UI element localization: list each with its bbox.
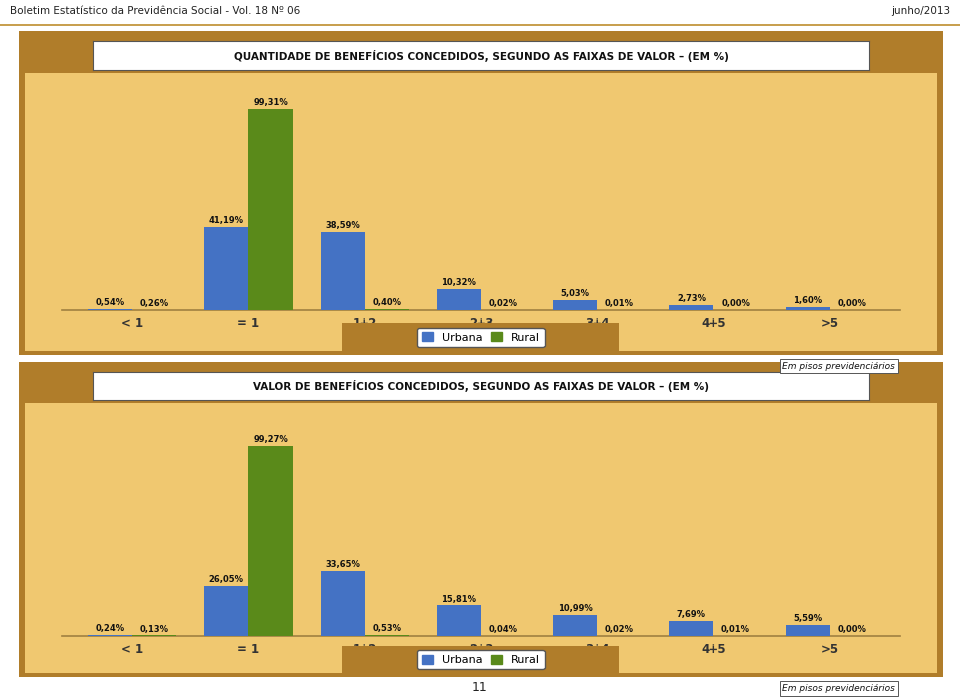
Bar (204, 227, 249, 310)
Text: 41,19%: 41,19% (209, 216, 244, 225)
Bar (365, 309, 409, 310)
Text: 0,02%: 0,02% (605, 625, 634, 634)
Text: Em pisos previdenciários: Em pisos previdenciários (782, 362, 896, 371)
Text: 5,59%: 5,59% (793, 614, 822, 623)
Text: 15,81%: 15,81% (442, 595, 476, 604)
Text: 0,00%: 0,00% (837, 625, 866, 634)
Text: 0,02%: 0,02% (489, 299, 517, 308)
Text: 0,01%: 0,01% (721, 625, 750, 634)
Bar (669, 621, 713, 636)
Text: 11: 11 (472, 680, 488, 694)
Text: 2,73%: 2,73% (677, 293, 706, 302)
Legend: Urbana, Rural: Urbana, Rural (418, 650, 544, 670)
Bar (249, 445, 293, 636)
Text: 99,31%: 99,31% (253, 98, 288, 107)
Bar (669, 305, 713, 310)
Text: 38,59%: 38,59% (325, 221, 360, 230)
Text: 99,27%: 99,27% (253, 435, 288, 444)
Text: 10,32%: 10,32% (442, 278, 476, 287)
Bar (437, 289, 481, 310)
Text: 1,60%: 1,60% (793, 296, 822, 305)
Bar (249, 109, 293, 310)
Bar (785, 625, 829, 636)
Text: 0,01%: 0,01% (605, 299, 634, 308)
Text: QUANTIDADE DE BENEFÍCIOS CONCEDIDOS, SEGUNDO AS FAIXAS DE VALOR – (EM %): QUANTIDADE DE BENEFÍCIOS CONCEDIDOS, SEG… (233, 49, 729, 61)
Text: 0,40%: 0,40% (372, 298, 401, 307)
Text: Boletim Estatístico da Previdência Social - Vol. 18 Nº 06: Boletim Estatístico da Previdência Socia… (10, 6, 300, 15)
Bar (437, 606, 481, 636)
Bar (553, 300, 597, 310)
Bar (321, 572, 365, 636)
Text: 0,04%: 0,04% (489, 625, 517, 634)
Text: junho/2013: junho/2013 (891, 6, 950, 15)
Text: 0,00%: 0,00% (837, 299, 866, 308)
Bar (785, 307, 829, 310)
Bar (553, 615, 597, 636)
Bar (204, 585, 249, 636)
Bar (88, 309, 132, 310)
Text: 0,24%: 0,24% (95, 625, 125, 634)
Text: 0,26%: 0,26% (140, 299, 169, 308)
Text: 10,99%: 10,99% (558, 604, 592, 613)
Text: 7,69%: 7,69% (677, 610, 706, 619)
Text: 33,65%: 33,65% (325, 560, 360, 569)
Text: VALOR DE BENEFÍCIOS CONCEDIDOS, SEGUNDO AS FAIXAS DE VALOR – (EM %): VALOR DE BENEFÍCIOS CONCEDIDOS, SEGUNDO … (253, 380, 708, 392)
Text: 0,13%: 0,13% (140, 625, 169, 634)
Text: 26,05%: 26,05% (209, 575, 244, 584)
Bar (365, 635, 409, 636)
Text: 0,00%: 0,00% (721, 299, 750, 308)
Text: 0,53%: 0,53% (372, 624, 401, 633)
Text: 0,54%: 0,54% (95, 298, 125, 307)
Text: Em pisos previdenciários: Em pisos previdenciários (782, 684, 896, 694)
Legend: Urbana, Rural: Urbana, Rural (418, 328, 544, 347)
Text: 5,03%: 5,03% (561, 289, 589, 298)
Bar (321, 232, 365, 310)
